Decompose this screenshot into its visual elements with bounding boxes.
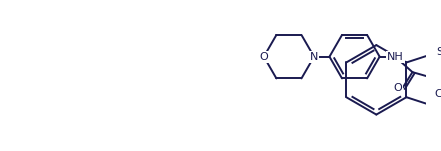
Text: O: O — [259, 52, 268, 62]
Text: O: O — [394, 83, 402, 93]
Text: NH: NH — [387, 52, 404, 62]
Text: S: S — [436, 47, 441, 57]
Text: Cl: Cl — [434, 89, 441, 100]
Text: N: N — [310, 52, 318, 62]
